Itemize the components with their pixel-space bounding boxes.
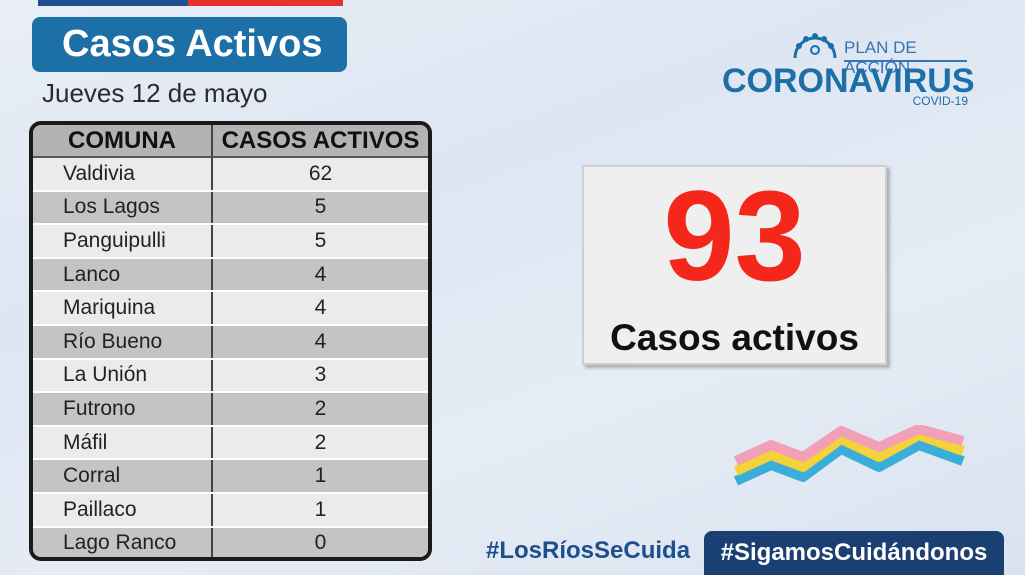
- cell-casos: 62: [308, 161, 333, 185]
- cell-comuna: Máfil: [33, 426, 213, 459]
- table-row: Lanco 4: [33, 258, 428, 293]
- table-row: La Unión 3: [33, 359, 428, 394]
- table-row: Futrono 2: [33, 393, 428, 427]
- cell-comuna: Río Bueno: [33, 325, 213, 358]
- table-row: Corral 1: [33, 460, 428, 494]
- total-cases-card: 93 Casos activos: [582, 165, 887, 365]
- logo-name: CORONAVIRUS: [722, 62, 975, 100]
- total-cases-number: 93: [663, 165, 806, 308]
- report-date: Jueves 12 de mayo: [42, 78, 268, 108]
- table-row: Río Bueno 4: [33, 325, 428, 360]
- table-header: COMUNA CASOS ACTIVOS: [33, 125, 428, 158]
- cell-casos: 5: [314, 228, 327, 252]
- cell-casos: 4: [314, 296, 327, 320]
- cell-casos: 1: [314, 497, 327, 521]
- cell-casos: 4: [314, 329, 327, 353]
- hashtag-sigamos: #SigamosCuidándonos: [704, 531, 1004, 575]
- cases-table: COMUNA CASOS ACTIVOS Valdivia 62 Los Lago…: [29, 121, 432, 561]
- cell-casos: 5: [314, 195, 327, 219]
- total-cases-label: Casos activos: [610, 317, 859, 358]
- cell-comuna: Corral: [33, 460, 213, 492]
- flag-stripe-blue: [38, 0, 188, 6]
- flag-stripe: [38, 0, 343, 6]
- cell-comuna: La Unión: [33, 359, 213, 392]
- page-title: Casos Activos: [32, 17, 347, 72]
- virus-icon: [793, 33, 837, 59]
- table-row: Lago Ranco 0: [33, 527, 428, 557]
- cell-comuna: Lago Ranco: [33, 527, 213, 557]
- plan-accion-logo: PLAN DE ACCIÓN CORONAVIRUS COVID-19: [720, 32, 975, 112]
- cell-comuna: Paillaco: [33, 493, 213, 526]
- logo-plan-text: PLAN DE ACCIÓN: [844, 38, 917, 77]
- cell-comuna: Lanco: [33, 258, 213, 291]
- cell-comuna: Panguipulli: [33, 225, 213, 257]
- hashtag-losrios: #LosRíosSeCuida: [486, 537, 691, 564]
- cell-comuna: Mariquina: [33, 292, 213, 324]
- header-casos: CASOS ACTIVOS: [221, 126, 420, 154]
- table-row: Valdivia 62: [33, 158, 428, 192]
- cell-casos: 2: [314, 396, 327, 420]
- header-comuna: COMUNA: [33, 125, 213, 156]
- cell-comuna: Valdivia: [33, 158, 213, 190]
- table-body: Valdivia 62 Los Lagos 5 Panguipulli 5 Lanco…: [33, 158, 428, 557]
- logo-sub: COVID-19: [912, 94, 968, 108]
- table-row: Los Lagos 5: [33, 191, 428, 226]
- table-row: Paillaco 1: [33, 493, 428, 528]
- table-row: Máfil 2: [33, 426, 428, 461]
- cell-comuna: Los Lagos: [33, 191, 213, 224]
- flag-stripe-red: [188, 0, 343, 6]
- rainbow-wave-graphic: [733, 425, 965, 486]
- cell-casos: 4: [314, 262, 327, 286]
- cell-casos: 3: [314, 363, 327, 387]
- table-row: Panguipulli 5: [33, 225, 428, 259]
- logo-divider: [844, 60, 967, 62]
- cell-casos: 2: [314, 430, 327, 454]
- cell-casos: 1: [314, 464, 327, 488]
- table-row: Mariquina 4: [33, 292, 428, 326]
- cell-comuna: Futrono: [33, 393, 213, 425]
- cell-casos: 0: [314, 531, 327, 555]
